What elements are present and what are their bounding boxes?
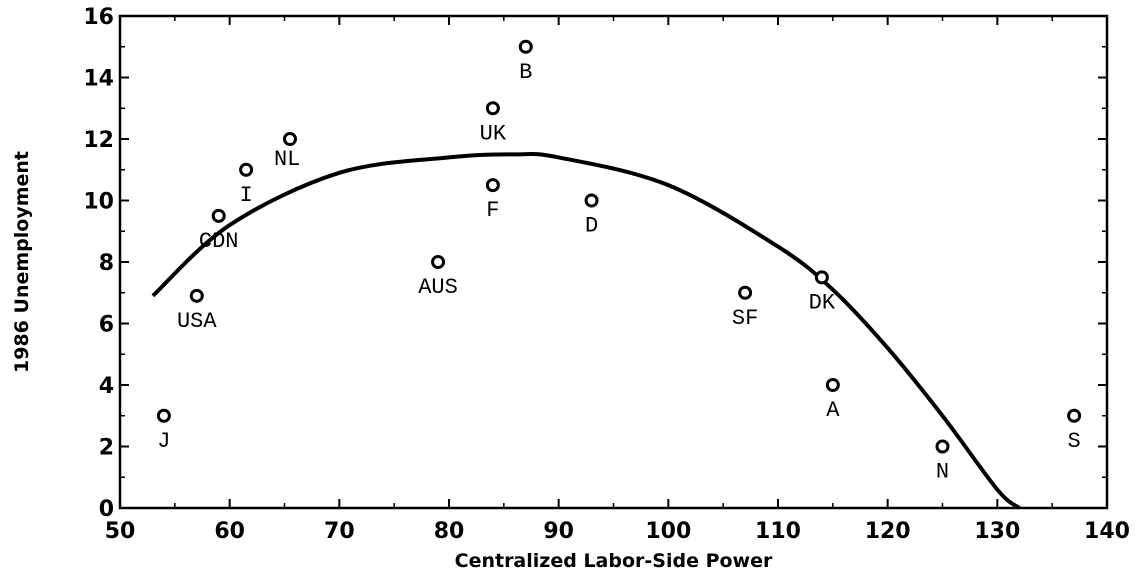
x-tick-label: 110 [755,519,801,544]
y-tick-label: 12 [83,128,114,153]
point-label: S [1067,429,1080,454]
data-point [1067,408,1082,423]
x-tick-label: 80 [434,519,465,544]
y-tick-label: 0 [99,497,114,522]
axes: 50 60 70 80 90 100 110 120 130 140 0 2 4 6 8 10 12 14 16 [83,5,1130,544]
x-axis-title: Centralized Labor-Side Power [455,550,773,572]
data-point [485,101,500,116]
data-point [738,285,753,300]
data-point [189,288,204,303]
data-point [935,439,950,454]
point-label: N [936,460,949,485]
point-label: USA [177,309,217,334]
x-tick-label: 60 [214,519,245,544]
y-axis-title: 1986 Unemployment [11,151,33,373]
point-label: A [826,398,840,423]
point-label: SF [732,306,758,331]
x-tick-label: 50 [105,519,136,544]
data-point [584,193,599,208]
point-label: D [585,214,598,239]
point-label: F [486,198,499,223]
y-tick-label: 10 [83,190,114,215]
y-tick-label: 16 [83,5,114,30]
y-tick-label: 4 [99,374,114,399]
data-point [485,178,500,193]
plot-frame [118,14,1109,510]
point-label: DK [809,290,836,315]
point-label: B [519,60,532,85]
y-tick-label: 6 [99,313,114,338]
data-point [282,132,297,146]
data-point [156,408,171,423]
data-point [814,270,829,285]
y-tick-label: 14 [83,67,114,92]
x-tick-label: 70 [324,519,355,544]
data-point [825,378,840,392]
point-label: UK [480,121,507,146]
x-tick-label: 140 [1084,519,1130,544]
point-label: I [240,183,253,208]
data-point [518,39,533,54]
data-point [431,255,446,269]
x-tick-label: 120 [865,519,911,544]
fit-curve-group [151,151,1021,510]
x-tick-label: 130 [974,519,1020,544]
y-tick-label: 2 [99,436,114,461]
point-label: NL [274,147,300,172]
point-label: AUS [418,275,458,300]
x-tick-label: 100 [645,519,691,544]
point-label: CDN [199,229,239,254]
y-tick-label: 8 [99,251,114,276]
data-point [211,208,226,223]
point-label: J [157,429,170,454]
data-point [239,162,254,177]
x-tick-label: 90 [543,519,574,544]
fit-curve [151,151,1021,510]
